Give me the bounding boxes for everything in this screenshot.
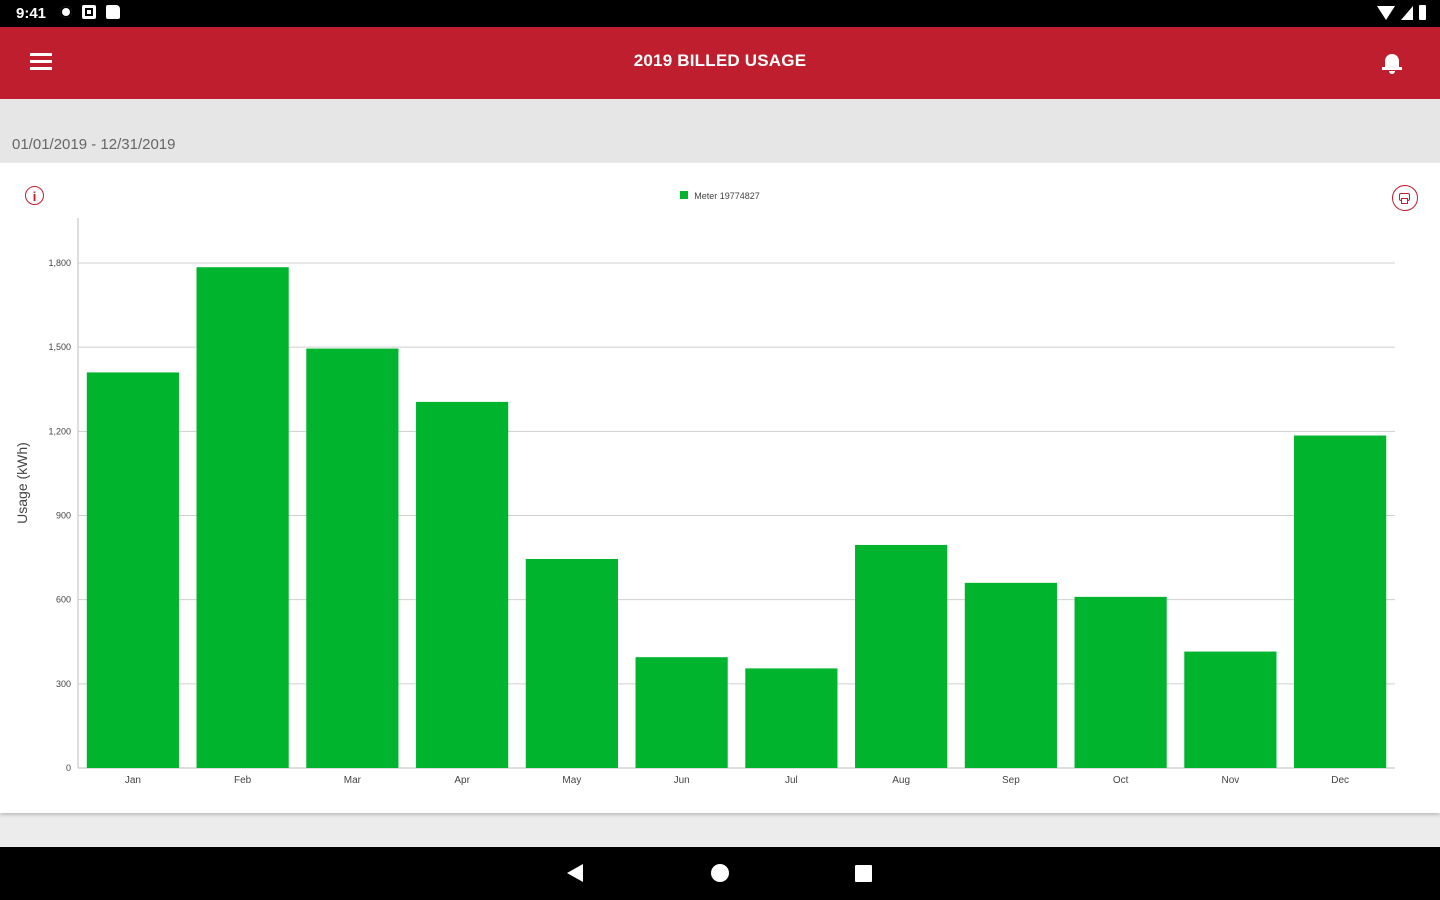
page-title: 2019 BILLED USAGE	[633, 51, 807, 70]
y-tick-label: 1,200	[48, 426, 71, 436]
info-icon[interactable]: i	[25, 186, 44, 205]
x-tick-label: Apr	[454, 775, 470, 786]
x-tick-label: May	[562, 775, 581, 786]
usage-chart-card: i Meter 19774827 Usage (kWh) 0 300 600 900 1…	[0, 163, 1440, 813]
x-tick-label: Jan	[125, 775, 141, 786]
y-tick-label: 1,800	[48, 258, 71, 268]
settings-icon	[60, 6, 72, 18]
bell-icon[interactable]	[1382, 52, 1404, 76]
y-tick-label: 600	[56, 595, 71, 605]
y-tick-label: 300	[56, 679, 71, 689]
hamburger-menu-icon[interactable]	[30, 53, 52, 71]
print-icon[interactable]	[1392, 185, 1418, 211]
x-tick-label: Sep	[1002, 775, 1020, 786]
bar-jul[interactable]	[745, 668, 838, 768]
x-tick-label: Oct	[1113, 775, 1129, 786]
x-tick-label: Jun	[674, 775, 690, 786]
date-range-bar: 01/01/2019 - 12/31/2019	[0, 99, 1440, 162]
home-icon[interactable]	[711, 864, 729, 882]
usage-bar-chart: 0 300 600 900 1,200 1,500 1,800 Jan Feb Mar Apr May…	[48, 218, 1395, 786]
square-app-icon	[82, 5, 96, 19]
bar-apr[interactable]	[416, 401, 509, 768]
bar-may[interactable]	[525, 558, 618, 768]
wifi-icon	[1377, 6, 1395, 20]
x-tick-label: Jul	[785, 775, 798, 786]
bar-sep[interactable]	[964, 582, 1057, 768]
bar-jun[interactable]	[635, 657, 728, 768]
x-tick-label: Mar	[344, 775, 362, 786]
x-tick-label: Dec	[1331, 775, 1349, 786]
x-tick-label: Aug	[892, 775, 910, 786]
legend-swatch	[680, 191, 689, 199]
system-nav-bar	[0, 847, 1440, 900]
status-time: 9:41	[16, 5, 47, 22]
cell-signal-icon	[1401, 6, 1413, 20]
sd-card-icon	[106, 5, 120, 19]
bar-dec[interactable]	[1294, 435, 1387, 768]
status-system-icons	[1377, 5, 1426, 20]
bar-oct[interactable]	[1074, 596, 1167, 768]
app-bar: 2019 BILLED USAGE	[0, 27, 1440, 99]
date-range-label: 01/01/2019 - 12/31/2019	[12, 136, 176, 153]
battery-icon	[1419, 5, 1426, 20]
y-tick-label: 1,500	[48, 342, 71, 352]
bar-jan[interactable]	[86, 372, 179, 768]
bar-feb[interactable]	[196, 267, 289, 768]
status-notification-icons	[60, 5, 120, 19]
x-tick-label: Nov	[1221, 775, 1239, 786]
bar-nov[interactable]	[1184, 651, 1277, 768]
recent-apps-icon[interactable]	[855, 865, 872, 882]
y-tick-label: 900	[56, 511, 71, 521]
legend-label: Meter 19774827	[694, 191, 760, 201]
bar-mar[interactable]	[306, 348, 399, 768]
status-bar: 9:41	[0, 0, 1440, 27]
chart-legend: Meter 19774827	[0, 191, 1440, 201]
back-icon[interactable]	[567, 864, 583, 882]
y-tick-label: 0	[66, 763, 71, 773]
x-tick-label: Feb	[234, 775, 252, 786]
bar-aug[interactable]	[855, 544, 948, 768]
